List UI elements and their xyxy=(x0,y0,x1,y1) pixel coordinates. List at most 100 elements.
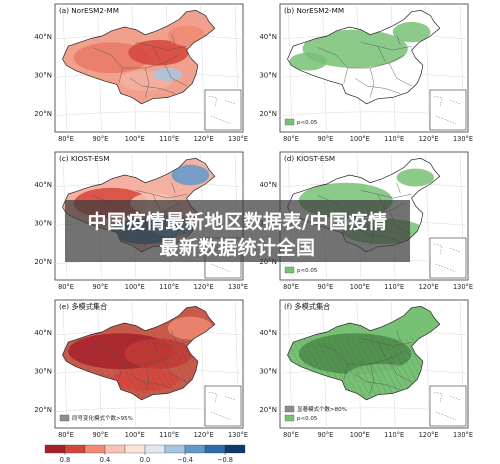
province-border xyxy=(388,62,412,87)
province-border xyxy=(369,363,375,394)
province-border xyxy=(396,330,401,342)
hatch-line xyxy=(351,338,383,397)
hatch-line xyxy=(156,338,188,397)
field-patch xyxy=(396,168,435,187)
longitude-tick-label: 130°E xyxy=(453,431,473,439)
legend-swatch xyxy=(284,405,295,413)
south-china-sea-inset xyxy=(429,89,467,131)
province-border xyxy=(171,330,176,342)
latitude-tick-label: 40°N xyxy=(259,33,277,41)
longitude-tick-label: 80°E xyxy=(283,283,299,291)
south-china-sea-inset xyxy=(429,385,467,427)
legend-label: 显著模式个数>80% xyxy=(297,405,347,413)
hatch-line xyxy=(345,338,377,397)
banner-title-line-2: 最新数据统计全国 xyxy=(159,237,316,259)
colorbar-segment xyxy=(84,444,106,454)
panel-label: (e) 多模式集合 xyxy=(59,302,107,311)
hatch-line xyxy=(357,338,389,397)
colorbar-segment xyxy=(164,444,186,454)
latitude-tick-label: 30°N xyxy=(34,219,52,227)
longitude-tick-label: 80°E xyxy=(283,135,299,143)
colorbar-segment xyxy=(104,444,126,454)
latitude-tick-label: 30°N xyxy=(259,367,277,375)
province-border xyxy=(122,350,180,365)
latitude-tick-label: 20°N xyxy=(259,406,277,414)
longitude-tick-label: 100°E xyxy=(125,431,145,439)
longitude-tick-label: 110°E xyxy=(384,431,404,439)
longitude-tick-label: 110°E xyxy=(159,283,179,291)
province-border xyxy=(122,54,180,69)
longitude-tick-label: 80°E xyxy=(58,283,74,291)
hatch-line xyxy=(490,338,500,396)
south-china-sea-inset xyxy=(204,89,242,131)
hatch-line xyxy=(472,338,500,396)
legend-swatch xyxy=(284,414,295,422)
hatch-line xyxy=(102,338,134,397)
colorbar-tick-label: 0.8 xyxy=(60,456,71,464)
latitude-tick-label: 40°N xyxy=(34,33,52,41)
china-outline xyxy=(62,10,216,105)
longitude-tick-label: 90°E xyxy=(92,431,108,439)
inset-dashed-line xyxy=(433,391,461,421)
inset-dashed-line xyxy=(208,95,236,125)
latitude-tick-label: 40°N xyxy=(34,329,52,337)
longitude-tick-label: 120°E xyxy=(194,431,214,439)
province-border xyxy=(92,343,123,380)
province-border xyxy=(135,338,187,347)
hatch-line xyxy=(114,338,146,397)
longitude-tick-label: 110°E xyxy=(384,283,404,291)
colorbar-segment xyxy=(204,444,226,454)
colorbar-segment xyxy=(224,444,246,454)
meridian-line xyxy=(62,3,68,133)
province-border xyxy=(130,78,176,94)
south-china-sea-inset xyxy=(204,385,242,427)
panel-label: (c) KIOST-ESM xyxy=(59,154,110,163)
panel-label: (b) NorESM2-MM xyxy=(284,6,344,15)
colorbar-tick-label: 0.4 xyxy=(100,456,111,464)
longitude-tick-label: 120°E xyxy=(419,431,439,439)
province-border xyxy=(92,47,123,84)
field-patch xyxy=(345,364,421,390)
province-border xyxy=(144,363,150,394)
legend-label: p<0.05 xyxy=(297,120,318,126)
longitude-tick-label: 80°E xyxy=(58,431,74,439)
colorbar: 0.8 0.4 0.0 −0.4 −0.8 xyxy=(44,444,246,464)
province-border xyxy=(171,182,176,194)
south-china-sea-inset xyxy=(429,237,467,279)
longitude-tick-label: 120°E xyxy=(194,283,214,291)
longitude-tick-label: 80°E xyxy=(283,431,299,439)
china-outline xyxy=(287,306,441,401)
longitude-tick-label: 110°E xyxy=(159,431,179,439)
legend-label: p<0.05 xyxy=(297,416,318,422)
province-border xyxy=(347,54,405,69)
hatch-line xyxy=(120,338,152,397)
map-panel: (b) NorESM2-MM p<0.05 40°N 30°N 20°N 80°E 90°E… xyxy=(259,3,473,143)
province-border xyxy=(396,182,401,194)
longitude-tick-label: 110°E xyxy=(384,135,404,143)
colorbar-segment xyxy=(124,444,146,454)
field-patch xyxy=(392,21,431,43)
hatch-line xyxy=(327,338,359,397)
longitude-tick-label: 100°E xyxy=(350,431,370,439)
longitude-tick-label: 120°E xyxy=(419,135,439,143)
province-border xyxy=(347,350,405,365)
hatch-line xyxy=(484,338,500,396)
hatch-line xyxy=(0,338,7,396)
province-border xyxy=(317,47,348,84)
hatch-line xyxy=(496,338,500,396)
longitude-tick-label: 100°E xyxy=(350,135,370,143)
field-patch xyxy=(128,39,189,66)
colorbar-segment xyxy=(44,444,66,454)
longitude-tick-label: 90°E xyxy=(92,135,108,143)
hatch-line xyxy=(138,338,170,397)
province-border xyxy=(163,358,187,383)
inset-dashed-line xyxy=(433,243,461,273)
legend-swatch xyxy=(59,414,70,422)
longitude-tick-label: 130°E xyxy=(453,135,473,143)
field-patch xyxy=(289,52,328,71)
inset-dashed-line xyxy=(208,243,236,273)
meridian-line xyxy=(62,299,68,429)
province-border xyxy=(171,34,176,46)
longitude-tick-label: 90°E xyxy=(92,283,108,291)
